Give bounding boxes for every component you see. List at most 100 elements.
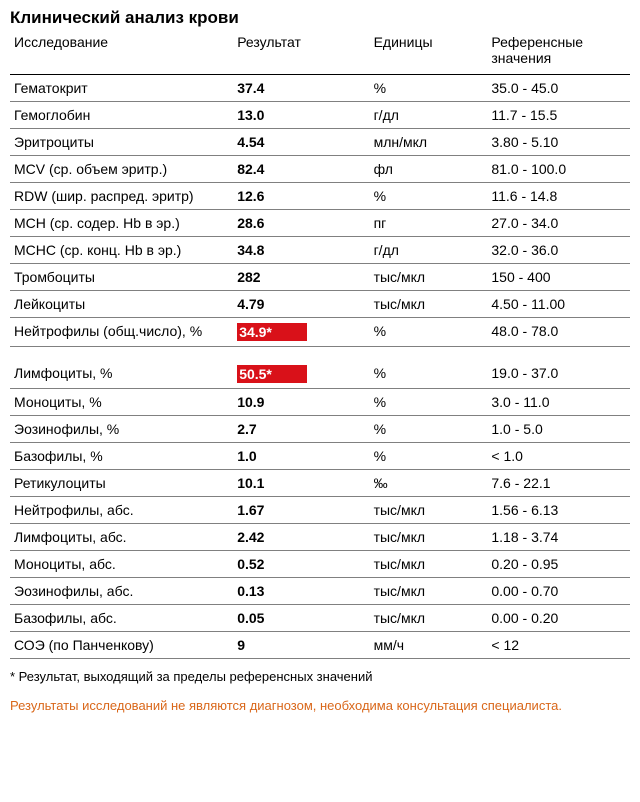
table-row: Гемоглобин13.0г/дл11.7 - 15.5: [10, 102, 630, 129]
table-row: MCHC (ср. конц. Hb в эр.)34.8г/дл32.0 - …: [10, 237, 630, 264]
cell-unit: ‰: [370, 470, 488, 497]
cell-ref: < 1.0: [487, 443, 630, 470]
cell-result: 82.4: [233, 156, 369, 183]
cell-test: СОЭ (по Панченкову): [10, 632, 233, 659]
cell-unit: пг: [370, 210, 488, 237]
cell-ref: 0.00 - 0.20: [487, 605, 630, 632]
cell-ref: 27.0 - 34.0: [487, 210, 630, 237]
cell-result: 282: [233, 264, 369, 291]
table-row: Базофилы, %1.0%< 1.0: [10, 443, 630, 470]
table-row: СОЭ (по Панченкову)9мм/ч< 12: [10, 632, 630, 659]
cell-result: 2.7: [233, 416, 369, 443]
cell-unit: %: [370, 318, 488, 347]
cell-result: 0.52: [233, 551, 369, 578]
cell-result: 1.0: [233, 443, 369, 470]
cell-test: Лимфоциты, %: [10, 347, 233, 389]
table-header-row: Исследование Результат Единицы Референсн…: [10, 30, 630, 75]
cell-unit: %: [370, 416, 488, 443]
cell-result: 28.6: [233, 210, 369, 237]
cell-result: 0.05: [233, 605, 369, 632]
cell-ref: 0.20 - 0.95: [487, 551, 630, 578]
table-row: Лимфоциты, %50.5*%19.0 - 37.0: [10, 347, 630, 389]
cell-ref: 32.0 - 36.0: [487, 237, 630, 264]
table-row: Гематокрит37.4%35.0 - 45.0: [10, 75, 630, 102]
cell-result: 37.4: [233, 75, 369, 102]
cell-test: Эозинофилы, абс.: [10, 578, 233, 605]
table-row: RDW (шир. распред. эритр)12.6%11.6 - 14.…: [10, 183, 630, 210]
cell-unit: тыс/мкл: [370, 524, 488, 551]
cell-ref: 1.0 - 5.0: [487, 416, 630, 443]
cell-ref: 81.0 - 100.0: [487, 156, 630, 183]
cell-unit: тыс/мкл: [370, 605, 488, 632]
cell-test: Базофилы, абс.: [10, 605, 233, 632]
cell-ref: 1.56 - 6.13: [487, 497, 630, 524]
cell-result: 4.54: [233, 129, 369, 156]
cell-ref: 3.0 - 11.0: [487, 389, 630, 416]
cell-ref: 7.6 - 22.1: [487, 470, 630, 497]
cell-unit: тыс/мкл: [370, 291, 488, 318]
cell-unit: тыс/мкл: [370, 551, 488, 578]
table-row: Лимфоциты, абс.2.42тыс/мкл1.18 - 3.74: [10, 524, 630, 551]
cell-unit: %: [370, 389, 488, 416]
table-row: Нейтрофилы, абс.1.67тыс/мкл1.56 - 6.13: [10, 497, 630, 524]
cell-unit: тыс/мкл: [370, 578, 488, 605]
disclaimer: Результаты исследований не являются диаг…: [10, 698, 630, 713]
cell-test: Базофилы, %: [10, 443, 233, 470]
cell-test: Моноциты, %: [10, 389, 233, 416]
cell-test: Лейкоциты: [10, 291, 233, 318]
cell-result: 4.79: [233, 291, 369, 318]
cell-test: Эритроциты: [10, 129, 233, 156]
table-row: Базофилы, абс.0.05тыс/мкл0.00 - 0.20: [10, 605, 630, 632]
cell-result: 34.9*: [233, 318, 369, 347]
table-row: Моноциты, %10.9%3.0 - 11.0: [10, 389, 630, 416]
cell-ref: 48.0 - 78.0: [487, 318, 630, 347]
cell-ref: 4.50 - 11.00: [487, 291, 630, 318]
cell-unit: г/дл: [370, 237, 488, 264]
cell-result: 9: [233, 632, 369, 659]
cell-result: 50.5*: [233, 347, 369, 389]
cell-ref: 150 - 400: [487, 264, 630, 291]
col-header-unit: Единицы: [370, 30, 488, 75]
cell-result: 1.67: [233, 497, 369, 524]
cell-test: Лимфоциты, абс.: [10, 524, 233, 551]
cell-ref: < 12: [487, 632, 630, 659]
cell-ref: 0.00 - 0.70: [487, 578, 630, 605]
table-row: Моноциты, абс.0.52тыс/мкл0.20 - 0.95: [10, 551, 630, 578]
cell-result: 12.6: [233, 183, 369, 210]
cell-ref: 11.7 - 15.5: [487, 102, 630, 129]
table-row: Эритроциты4.54млн/мкл3.80 - 5.10: [10, 129, 630, 156]
footnote: * Результат, выходящий за пределы рефере…: [10, 669, 630, 684]
table-row: MCV (ср. объем эритр.)82.4фл81.0 - 100.0: [10, 156, 630, 183]
cell-result: 0.13: [233, 578, 369, 605]
cell-unit: мм/ч: [370, 632, 488, 659]
table-row: Ретикулоциты10.1‰7.6 - 22.1: [10, 470, 630, 497]
cell-test: MCV (ср. объем эритр.): [10, 156, 233, 183]
cell-ref: 19.0 - 37.0: [487, 347, 630, 389]
highlighted-result: 50.5*: [237, 365, 307, 383]
cell-unit: г/дл: [370, 102, 488, 129]
cell-unit: %: [370, 347, 488, 389]
col-header-result: Результат: [233, 30, 369, 75]
cell-ref: 3.80 - 5.10: [487, 129, 630, 156]
cell-test: Ретикулоциты: [10, 470, 233, 497]
cell-ref: 35.0 - 45.0: [487, 75, 630, 102]
cell-unit: фл: [370, 156, 488, 183]
cell-unit: тыс/мкл: [370, 264, 488, 291]
cell-test: Гематокрит: [10, 75, 233, 102]
report-title: Клинический анализ крови: [10, 8, 630, 28]
cell-test: Нейтрофилы (общ.число), %: [10, 318, 233, 347]
cell-result: 13.0: [233, 102, 369, 129]
cell-test: MCHC (ср. конц. Hb в эр.): [10, 237, 233, 264]
col-header-test: Исследование: [10, 30, 233, 75]
cell-unit: %: [370, 443, 488, 470]
cell-test: RDW (шир. распред. эритр): [10, 183, 233, 210]
cell-ref: 1.18 - 3.74: [487, 524, 630, 551]
table-row: Эозинофилы, абс.0.13тыс/мкл0.00 - 0.70: [10, 578, 630, 605]
table-row: Лейкоциты4.79тыс/мкл4.50 - 11.00: [10, 291, 630, 318]
cell-test: Тромбоциты: [10, 264, 233, 291]
cell-unit: млн/мкл: [370, 129, 488, 156]
table-row: Тромбоциты282тыс/мкл150 - 400: [10, 264, 630, 291]
cell-unit: %: [370, 75, 488, 102]
blood-test-table: Исследование Результат Единицы Референсн…: [10, 30, 630, 659]
cell-result: 10.9: [233, 389, 369, 416]
